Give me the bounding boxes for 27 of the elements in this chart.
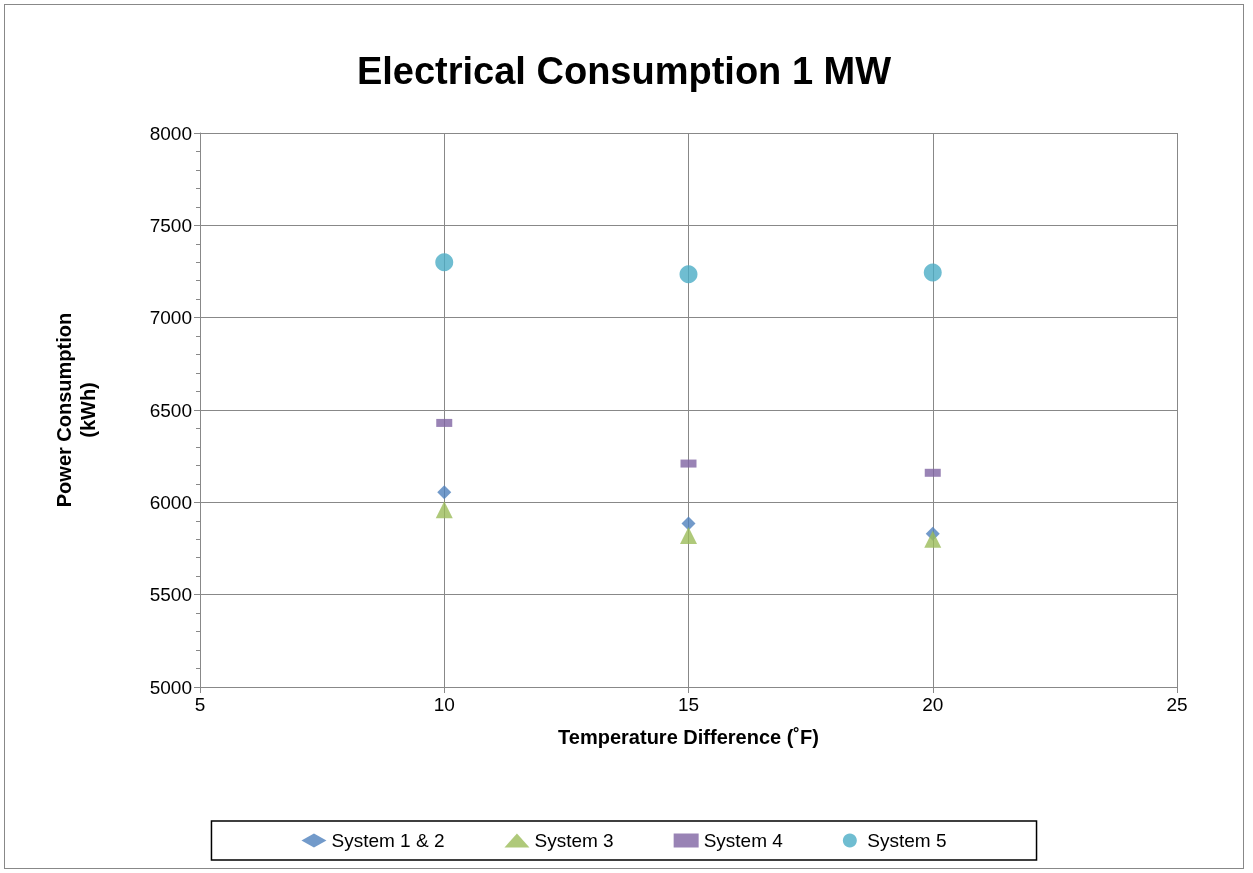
point xyxy=(679,265,698,284)
y-tick-label: 5000 xyxy=(149,676,192,698)
x-tick-label: 25 xyxy=(1166,694,1188,715)
legend-label: System 3 xyxy=(534,830,614,851)
x-tick-label: 15 xyxy=(677,694,700,715)
point xyxy=(437,485,452,500)
x-axis-title: Temperature Difference (˚F) xyxy=(558,726,819,748)
y-tick-label: 6000 xyxy=(149,491,192,513)
point xyxy=(680,527,697,545)
y-tick-label: 5500 xyxy=(149,584,192,606)
point xyxy=(681,516,696,531)
legend-label: System 5 xyxy=(867,830,947,851)
legend-label: System 1 & 2 xyxy=(331,830,445,851)
chart-title: Electrical Consumption 1 MW xyxy=(356,50,892,92)
y-tick-label: 8000 xyxy=(149,122,192,144)
point xyxy=(923,263,942,282)
point xyxy=(435,501,453,519)
y-axis-title: Power Consumption (kWh) xyxy=(53,312,99,508)
point xyxy=(435,253,454,272)
x-tick-label: 10 xyxy=(433,694,455,715)
x-tick-label: 20 xyxy=(922,694,944,715)
y-tick-label: 6500 xyxy=(149,399,192,421)
point xyxy=(924,530,942,548)
y-tick-label: 7000 xyxy=(149,307,192,329)
x-tick-label: 5 xyxy=(194,694,206,715)
legend-label: System 4 xyxy=(703,830,784,851)
y-tick-label: 7500 xyxy=(149,214,192,236)
